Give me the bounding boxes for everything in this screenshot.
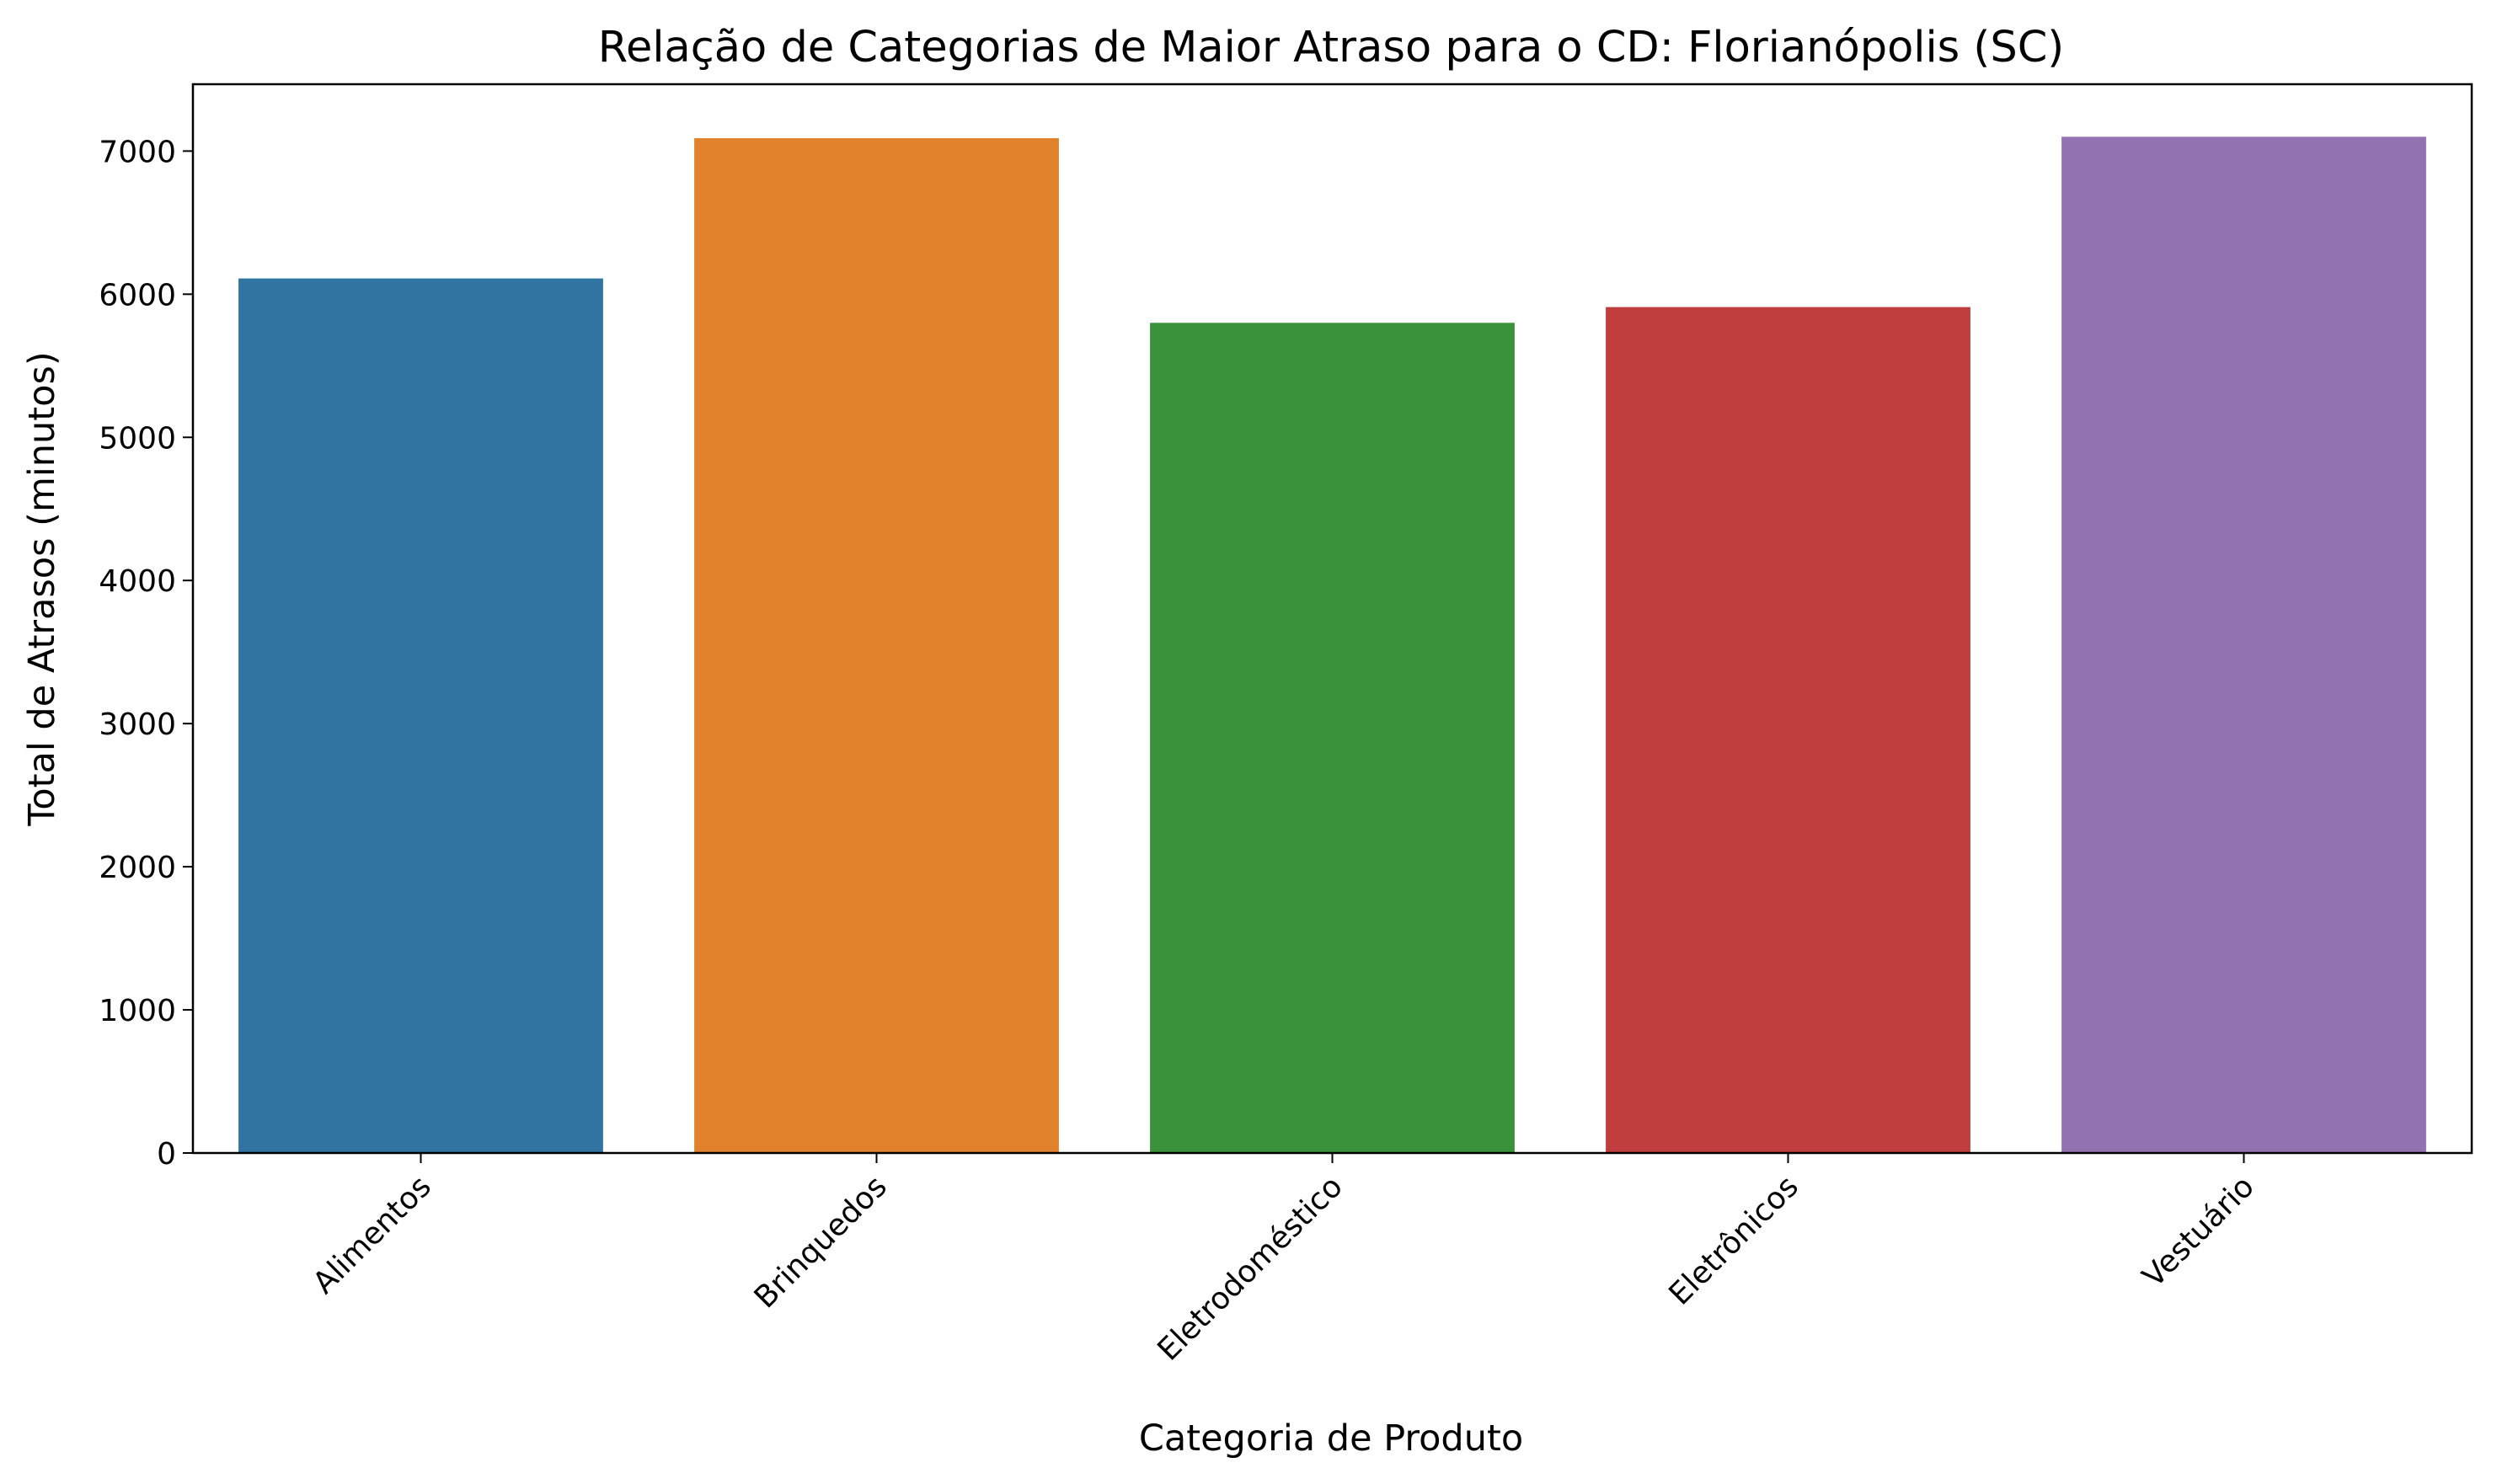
y-axis-label: Total de Atrasos (minutos) (21, 351, 63, 826)
y-tick-label-1: 1000 (99, 994, 176, 1028)
x-axis-label: Categoria de Produto (1139, 1417, 1523, 1460)
y-axis: 0 1000 2000 3000 4000 5000 6000 7000 (99, 135, 193, 1172)
bar-0 (238, 278, 603, 1153)
y-tick-label-0: 0 (157, 1137, 176, 1172)
plot-frame (191, 83, 2473, 1155)
y-tick-label-6: 6000 (99, 278, 176, 312)
bar-3 (1606, 307, 1970, 1154)
bar-4 (2061, 136, 2426, 1153)
bar-2 (1150, 323, 1515, 1153)
y-tick-label-5: 5000 (99, 421, 176, 456)
y-tick-label-3: 3000 (99, 707, 176, 742)
bars-group (238, 136, 2426, 1154)
chart-title: Relação de Categorias de Maior Atraso pa… (598, 23, 2064, 72)
bar-1 (694, 138, 1059, 1153)
y-tick-label-7: 7000 (99, 135, 176, 169)
y-tick-label-2: 2000 (99, 851, 176, 885)
y-tick-label-4: 4000 (99, 564, 176, 599)
